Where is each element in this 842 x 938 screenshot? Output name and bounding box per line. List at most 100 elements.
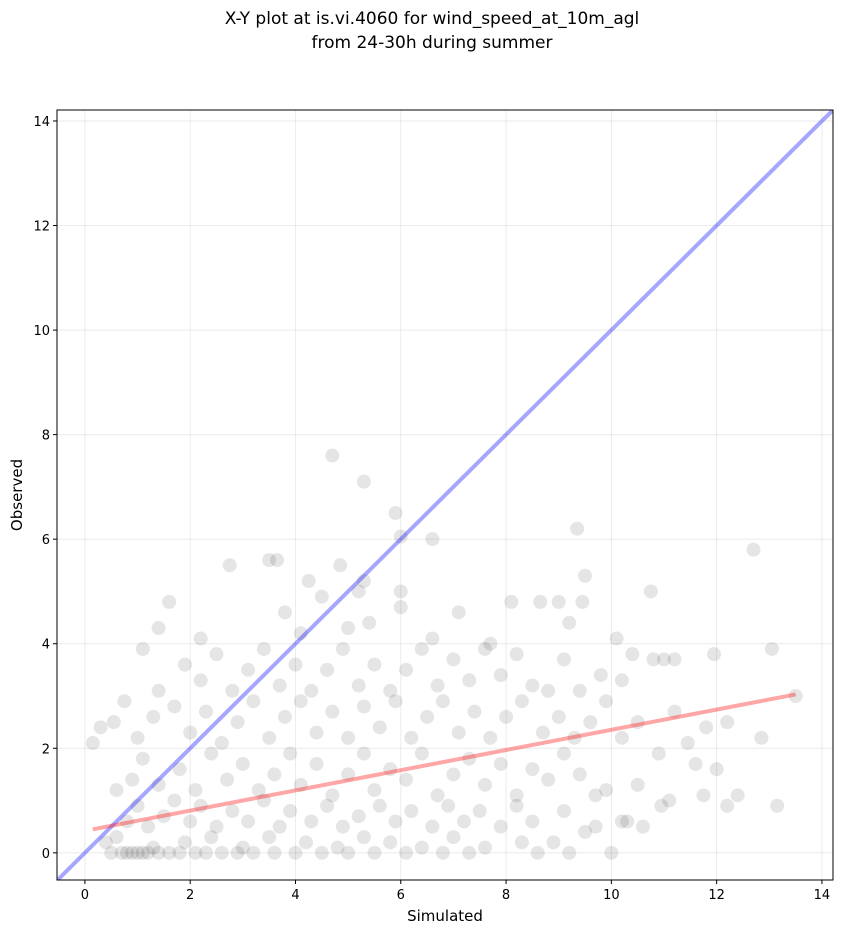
y-tick-label: 14 xyxy=(33,115,50,130)
point xyxy=(146,709,161,724)
point xyxy=(625,647,640,662)
point xyxy=(788,688,803,703)
point xyxy=(414,641,429,656)
point xyxy=(141,845,156,860)
point xyxy=(320,798,335,813)
point xyxy=(367,783,382,798)
point xyxy=(188,845,203,860)
point xyxy=(362,615,377,630)
point xyxy=(272,819,287,834)
point xyxy=(614,673,629,688)
point xyxy=(98,835,113,850)
point xyxy=(509,788,524,803)
point xyxy=(535,725,550,740)
point xyxy=(514,694,529,709)
point xyxy=(667,652,682,667)
point xyxy=(541,683,556,698)
point xyxy=(680,736,695,751)
point xyxy=(225,683,240,698)
point xyxy=(651,746,666,761)
point xyxy=(235,840,250,855)
point xyxy=(277,605,292,620)
point xyxy=(414,746,429,761)
point xyxy=(270,553,285,568)
point xyxy=(657,652,672,667)
point xyxy=(567,730,582,745)
point xyxy=(251,783,266,798)
point xyxy=(525,678,540,693)
point xyxy=(367,845,382,860)
point xyxy=(630,777,645,792)
x-axis-label: Simulated xyxy=(407,907,483,925)
x-tick-label: 6 xyxy=(397,888,405,903)
point xyxy=(593,668,608,683)
point xyxy=(204,746,219,761)
y-tick-label: 12 xyxy=(33,220,50,235)
point xyxy=(325,448,340,463)
point xyxy=(188,783,203,798)
point xyxy=(399,662,414,677)
point xyxy=(299,835,314,850)
point xyxy=(435,694,450,709)
point xyxy=(556,652,571,667)
point xyxy=(183,814,198,829)
point xyxy=(525,814,540,829)
point xyxy=(609,631,624,646)
point xyxy=(320,662,335,677)
point xyxy=(451,605,466,620)
point xyxy=(304,814,319,829)
point xyxy=(356,830,371,845)
point xyxy=(383,762,398,777)
point xyxy=(604,845,619,860)
point xyxy=(230,845,245,860)
point xyxy=(220,772,235,787)
point xyxy=(146,840,161,855)
plot-frame xyxy=(56,109,834,881)
point xyxy=(414,840,429,855)
point xyxy=(383,835,398,850)
point xyxy=(499,709,514,724)
point xyxy=(770,798,785,813)
point xyxy=(198,845,213,860)
x-tick-label: 8 xyxy=(502,888,510,903)
point xyxy=(462,845,477,860)
point xyxy=(167,793,182,808)
point xyxy=(764,641,779,656)
fit-line xyxy=(57,110,833,880)
point xyxy=(109,783,124,798)
point xyxy=(493,819,508,834)
point xyxy=(335,641,350,656)
point xyxy=(551,594,566,609)
point xyxy=(483,636,498,651)
point xyxy=(288,657,303,672)
point xyxy=(435,845,450,860)
point xyxy=(404,803,419,818)
x-tick-label: 0 xyxy=(81,888,89,903)
point xyxy=(420,709,435,724)
point xyxy=(425,532,440,547)
point xyxy=(720,798,735,813)
point xyxy=(504,594,519,609)
point xyxy=(151,621,166,636)
point xyxy=(399,772,414,787)
y-tick-label: 6 xyxy=(42,533,50,548)
point xyxy=(341,767,356,782)
point xyxy=(333,558,348,573)
x-tick-label: 12 xyxy=(708,888,725,903)
point xyxy=(707,647,722,662)
point xyxy=(478,840,493,855)
point xyxy=(562,615,577,630)
point xyxy=(341,621,356,636)
point xyxy=(630,715,645,730)
point xyxy=(130,730,145,745)
point xyxy=(214,845,229,860)
point xyxy=(256,793,271,808)
point xyxy=(314,845,329,860)
x-tick-label: 10 xyxy=(603,888,620,903)
point xyxy=(93,720,108,735)
point xyxy=(646,652,661,667)
point xyxy=(383,683,398,698)
point xyxy=(533,594,548,609)
point xyxy=(578,824,593,839)
point xyxy=(162,594,177,609)
